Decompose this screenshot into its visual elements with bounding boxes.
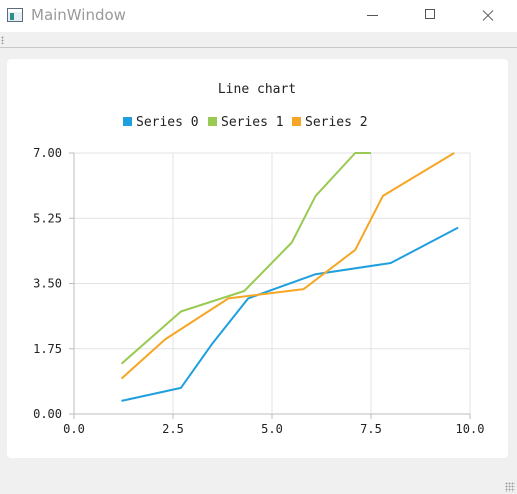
legend-label: Series 0 (136, 115, 199, 130)
legend-item[interactable]: Series 1 (208, 115, 284, 130)
y-tick-label: 3.50 (33, 277, 62, 291)
x-tick-label: 7.5 (360, 422, 382, 436)
app-window-icon (7, 8, 23, 22)
y-tick-label: 1.75 (33, 342, 62, 356)
legend-item[interactable]: Series 2 (292, 115, 368, 130)
chart-legend: Series 0 Series 1 Series 2 (123, 115, 368, 130)
resize-grip-icon[interactable] (505, 482, 515, 492)
chart-title: Line chart (218, 82, 296, 97)
x-tick-label: 5.0 (261, 422, 283, 436)
maximize-button[interactable] (407, 0, 453, 32)
legend-swatch (208, 117, 217, 126)
x-tick-label: 10.0 (456, 422, 485, 436)
chart-view: Line chart Series 0 Series 1 Series 2 0.0 2… (7, 59, 508, 458)
line-chart: Line chart Series 0 Series 1 Series 2 0.0 2… (33, 82, 484, 436)
legend-label: Series 2 (305, 115, 368, 130)
x-tick-label: 2.5 (162, 422, 184, 436)
toolbar-grip-icon[interactable] (1, 36, 4, 44)
toolbar-area (0, 32, 517, 48)
title-bar[interactable]: MainWindow (0, 0, 517, 32)
legend-item[interactable]: Series 0 (123, 115, 199, 130)
legend-label: Series 1 (221, 115, 284, 130)
y-tick-label: 5.25 (33, 211, 62, 225)
chart-series (120, 152, 459, 402)
window-title: MainWindow (31, 6, 126, 24)
y-tick-label: 7.00 (33, 146, 62, 160)
legend-swatch (123, 117, 132, 126)
series-line[interactable] (120, 152, 372, 365)
chart-grid (74, 152, 471, 415)
y-tick-label: 0.00 (33, 407, 62, 421)
close-button[interactable] (464, 0, 510, 32)
x-tick-label: 0.0 (63, 422, 85, 436)
chart-axes: 0.0 2.5 5.0 7.5 10.0 0.00 1.75 3.50 5.25 7.00 (33, 146, 484, 436)
minimize-button[interactable] (350, 0, 396, 32)
series-line[interactable] (121, 226, 459, 402)
series-line[interactable] (120, 152, 455, 380)
legend-swatch (292, 117, 301, 126)
